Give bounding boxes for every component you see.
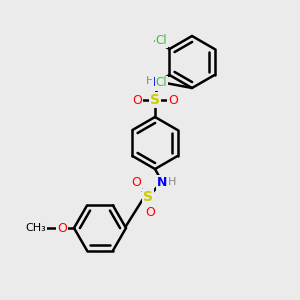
Text: N: N <box>157 176 167 188</box>
Text: Cl: Cl <box>156 34 167 47</box>
Text: O: O <box>145 206 155 218</box>
Text: S: S <box>150 93 160 107</box>
Text: S: S <box>143 190 153 204</box>
Text: N: N <box>153 76 163 89</box>
Text: H: H <box>146 76 154 86</box>
Text: O: O <box>57 221 67 235</box>
Text: Cl: Cl <box>156 76 167 89</box>
Text: O: O <box>168 94 178 106</box>
Text: H: H <box>168 177 176 187</box>
Text: O: O <box>132 94 142 106</box>
Text: O: O <box>131 176 141 190</box>
Text: CH₃: CH₃ <box>26 223 46 233</box>
